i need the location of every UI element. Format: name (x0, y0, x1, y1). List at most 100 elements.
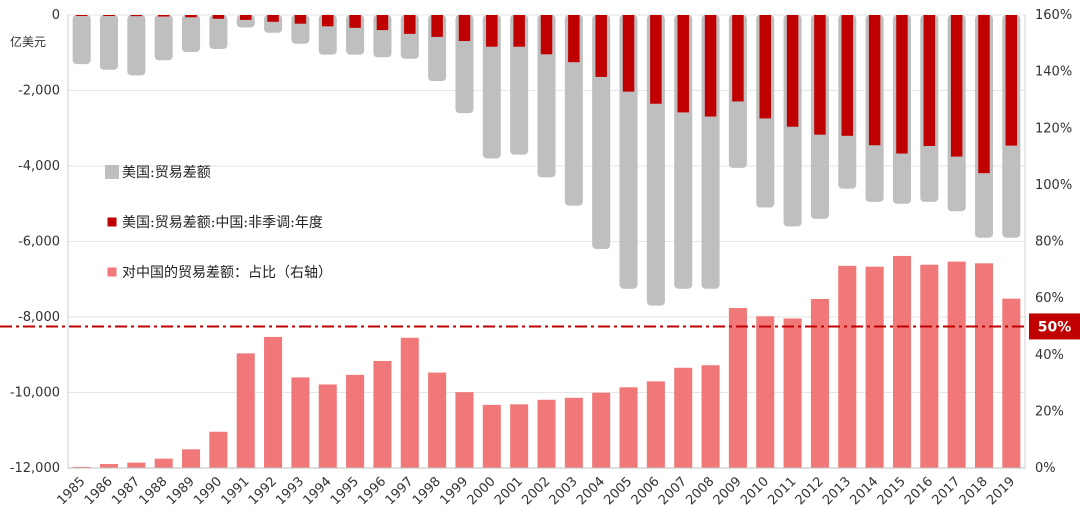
us-china-trade-balance-bar (239, 15, 252, 20)
x-tick-label: 2004 (574, 474, 608, 508)
share-bar (182, 449, 201, 468)
us-china-trade-balance-bar (841, 15, 854, 136)
right-tick-label: 0% (1035, 461, 1056, 476)
x-tick-label: 2002 (519, 474, 553, 508)
share-bar (865, 266, 884, 468)
us-china-trade-balance-bar (950, 15, 963, 157)
us-china-trade-balance-bar (978, 15, 990, 174)
share-bar (564, 397, 583, 468)
us-china-trade-balance-bar (267, 15, 279, 22)
x-tick-label: 2007 (656, 474, 690, 508)
x-tick-label: 2010 (738, 474, 772, 508)
x-tick-label: 2019 (984, 474, 1018, 508)
x-tick-label: 2018 (957, 474, 991, 508)
share-bar (646, 381, 665, 468)
us-china-trade-balance-bars (75, 15, 1018, 174)
x-tick-label: 1997 (383, 474, 417, 508)
left-unit-label: 亿美元 (10, 34, 46, 49)
left-tick-label: -2,000 (18, 84, 60, 99)
right-tick-label: 120% (1035, 121, 1072, 136)
us-china-trade-balance-bar (212, 15, 225, 19)
us-china-trade-balance-bar (677, 15, 689, 113)
us-china-trade-balance-bar (1005, 15, 1018, 146)
x-tick-label: 2016 (902, 474, 936, 508)
left-tick-label: 0 (52, 8, 60, 23)
share-bar (428, 372, 447, 468)
us-china-trade-balance-bar (431, 15, 443, 37)
right-tick-label: 40% (1035, 348, 1064, 363)
right-tick-label: 20% (1035, 404, 1064, 419)
left-tick-label: -12,000 (10, 461, 60, 476)
us-trade-balance-bar (72, 15, 91, 65)
share-bar (291, 377, 310, 468)
x-tick-label: 1986 (82, 474, 116, 508)
us-china-trade-balance-bar (75, 15, 88, 16)
reference-label: 50% (1038, 319, 1072, 335)
us-china-trade-balance-bar (458, 15, 471, 42)
us-china-trade-balance-bar (568, 15, 580, 63)
x-tick-label: 1988 (137, 474, 171, 508)
us-trade-balance-bar (209, 15, 228, 49)
share-bar (947, 261, 966, 468)
legend-swatch (107, 267, 117, 277)
x-tick-label: 1992 (246, 474, 280, 508)
x-tick-label: 2000 (465, 474, 499, 508)
right-tick-label: 100% (1035, 178, 1072, 193)
share-bar (318, 384, 337, 468)
left-tick-label: -4,000 (18, 159, 60, 174)
us-china-trade-balance-bar (896, 15, 908, 154)
legend-label: 美国:贸易差额 (122, 165, 211, 181)
x-tick-label: 1995 (328, 474, 362, 508)
share-bar (892, 255, 911, 468)
right-tick-label: 160% (1035, 8, 1072, 23)
x-tick-label: 2015 (875, 474, 909, 508)
us-china-trade-balance-bar (376, 15, 389, 31)
share-bar (154, 458, 173, 468)
us-trade-balance-bar (537, 15, 556, 178)
x-tick-label: 2012 (793, 474, 827, 508)
x-tick-label: 1998 (410, 474, 444, 508)
share-bar (373, 360, 392, 468)
share-bar (537, 399, 556, 468)
share-bar (482, 404, 501, 468)
us-china-trade-balance-bar (322, 15, 334, 27)
us-trade-balance-bar (482, 15, 501, 159)
us-china-trade-balance-bar (923, 15, 936, 146)
share-bar (400, 337, 419, 468)
left-tick-label: -6,000 (18, 235, 60, 250)
us-trade-balance-bar (127, 15, 146, 76)
x-tick-label: 2011 (765, 474, 799, 508)
legend-swatch (105, 165, 119, 179)
share-bar (346, 374, 365, 468)
us-china-trade-balance-bar (704, 15, 717, 117)
share-bar (619, 387, 638, 468)
share-bar (236, 353, 255, 468)
us-trade-balance-bar (510, 15, 529, 155)
x-tick-label: 2005 (601, 474, 635, 508)
x-tick-label: 1993 (273, 474, 307, 508)
share-bar (674, 367, 693, 468)
x-tick-label: 2003 (547, 474, 581, 508)
legend-label: 美国:贸易差额:中国:非季调:年度 (122, 215, 323, 231)
share-bars (72, 255, 1021, 468)
us-china-trade-balance-bar (513, 15, 525, 47)
share-bar (455, 392, 474, 468)
right-tick-label: 80% (1035, 235, 1064, 250)
us-china-trade-balance-bar (185, 15, 197, 18)
us-china-trade-balance-bar (294, 15, 307, 24)
reference-label-box (1029, 313, 1080, 340)
us-china-trade-balance-bar (540, 15, 553, 55)
share-bar (756, 316, 775, 468)
x-tick-label: 1994 (301, 474, 335, 508)
x-tick-label: 1991 (219, 474, 253, 508)
x-tick-label: 1996 (355, 474, 389, 508)
share-bar (974, 263, 994, 468)
x-tick-label: 1999 (437, 474, 471, 508)
reference-line-group: 50% (0, 313, 1080, 340)
x-tick-label: 1987 (109, 474, 143, 508)
us-china-trade-balance-bar (486, 15, 498, 47)
us-china-trade-balance-bar (404, 15, 416, 34)
share-bar (728, 308, 747, 468)
share-bar (510, 404, 529, 468)
